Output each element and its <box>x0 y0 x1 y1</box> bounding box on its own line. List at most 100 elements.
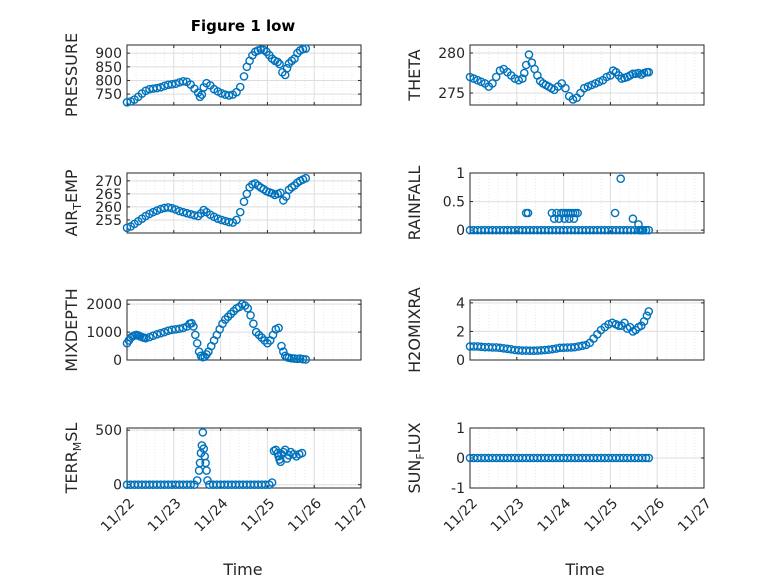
y-tick-label: 4 <box>456 296 465 312</box>
y-tick-label: 2 <box>456 324 465 340</box>
data-point <box>192 476 202 485</box>
axes-box <box>126 299 362 361</box>
data-point <box>217 215 226 225</box>
data-point <box>145 332 154 342</box>
data-point <box>298 354 308 364</box>
data-point <box>152 83 162 93</box>
data-point <box>190 480 199 490</box>
data-point <box>561 83 570 93</box>
data-point <box>267 478 277 487</box>
data-point <box>224 91 234 100</box>
subplot-theta: 275 280 THETA <box>405 44 705 106</box>
data-point <box>297 448 307 458</box>
data-point <box>274 323 283 333</box>
data-point <box>195 92 205 102</box>
data-point <box>636 321 646 331</box>
data-point <box>488 79 497 88</box>
data-point <box>229 306 239 316</box>
data-point <box>524 50 534 59</box>
data-point <box>636 225 645 235</box>
data-point <box>175 206 184 216</box>
data-point <box>224 217 234 227</box>
data-point <box>156 328 165 338</box>
data-point <box>196 351 206 361</box>
data-point <box>491 72 501 82</box>
data-point <box>226 309 236 319</box>
y-tick-label: 0.5 <box>443 195 465 211</box>
data-point <box>171 79 180 89</box>
y-axis-label: THETA <box>405 49 424 101</box>
data-point <box>301 44 311 53</box>
data-point <box>644 225 654 235</box>
subplot-h2omixra: 0 2 4 H2OMIXRA <box>405 287 705 373</box>
y-tick-label: 0 <box>113 478 122 494</box>
data-point <box>641 453 651 463</box>
data-point <box>175 324 184 334</box>
y-tick-label: 800 <box>95 73 122 89</box>
data-point <box>616 174 625 184</box>
data-point <box>235 82 245 92</box>
data-point <box>122 97 132 107</box>
y-tick-label: 0 <box>456 353 465 369</box>
y-tick-label: 0 <box>456 451 465 467</box>
y-tick-label: 0 <box>456 223 465 239</box>
y-tick-label: 500 <box>95 423 122 439</box>
data-point <box>203 476 212 485</box>
data-point <box>523 208 533 218</box>
y-tick-label: 900 <box>95 46 122 62</box>
data-point <box>642 311 652 321</box>
y-tick-label: 0 <box>113 353 122 369</box>
data-point <box>287 354 297 363</box>
data-point <box>260 336 269 345</box>
data-point <box>644 307 654 316</box>
data-point <box>163 203 173 212</box>
data-point <box>182 208 192 218</box>
data-point <box>301 173 311 183</box>
data-point <box>148 331 158 341</box>
y-tick-label: 280 <box>438 46 465 62</box>
data-point <box>232 215 241 225</box>
data-point <box>220 315 230 324</box>
data-point <box>217 88 226 98</box>
data-point <box>192 338 202 348</box>
data-point <box>275 59 284 69</box>
data-point <box>519 68 529 78</box>
data-point <box>198 428 208 437</box>
data-point <box>195 458 205 468</box>
data-point <box>610 208 620 218</box>
data-point <box>249 319 258 329</box>
data-point <box>293 354 302 364</box>
data-point <box>239 197 249 206</box>
data-point <box>560 214 569 224</box>
y-tick-label: 2000 <box>86 297 122 313</box>
data-point <box>638 225 648 235</box>
y-axis-label: SUNFLUX <box>405 422 427 493</box>
data-point <box>257 333 267 342</box>
data-point <box>293 48 302 58</box>
y-tick-label: -1 <box>451 481 465 497</box>
y-tick-label: 850 <box>95 60 122 76</box>
data-point <box>202 466 211 475</box>
data-point <box>240 301 250 310</box>
data-point <box>578 341 587 351</box>
data-point <box>273 57 282 67</box>
y-tick-label: 1 <box>456 421 465 437</box>
data-point <box>290 354 299 363</box>
y-axis-label: TERRMSL <box>62 423 84 495</box>
data-point <box>141 333 151 343</box>
axes-box <box>126 44 362 106</box>
x-axis-label-left: Time <box>222 560 262 579</box>
data-point <box>634 220 643 229</box>
y-tick-label: 265 <box>95 187 122 203</box>
subplot-rainfall: 0 0.5 1 RAINFALL <box>405 166 705 241</box>
data-point <box>189 322 198 331</box>
y-tick-label: 275 <box>438 86 465 102</box>
y-tick-label: 1 <box>456 166 465 182</box>
y-axis-label: RAINFALL <box>405 166 424 241</box>
y-axis-label: H2OMIXRA <box>405 287 424 373</box>
data-point <box>178 76 188 86</box>
y-tick-label: 260 <box>95 200 122 216</box>
subplot-mixdepth: 0 1000 2000 MIXDEPTH <box>62 288 362 372</box>
data-point <box>178 207 188 217</box>
